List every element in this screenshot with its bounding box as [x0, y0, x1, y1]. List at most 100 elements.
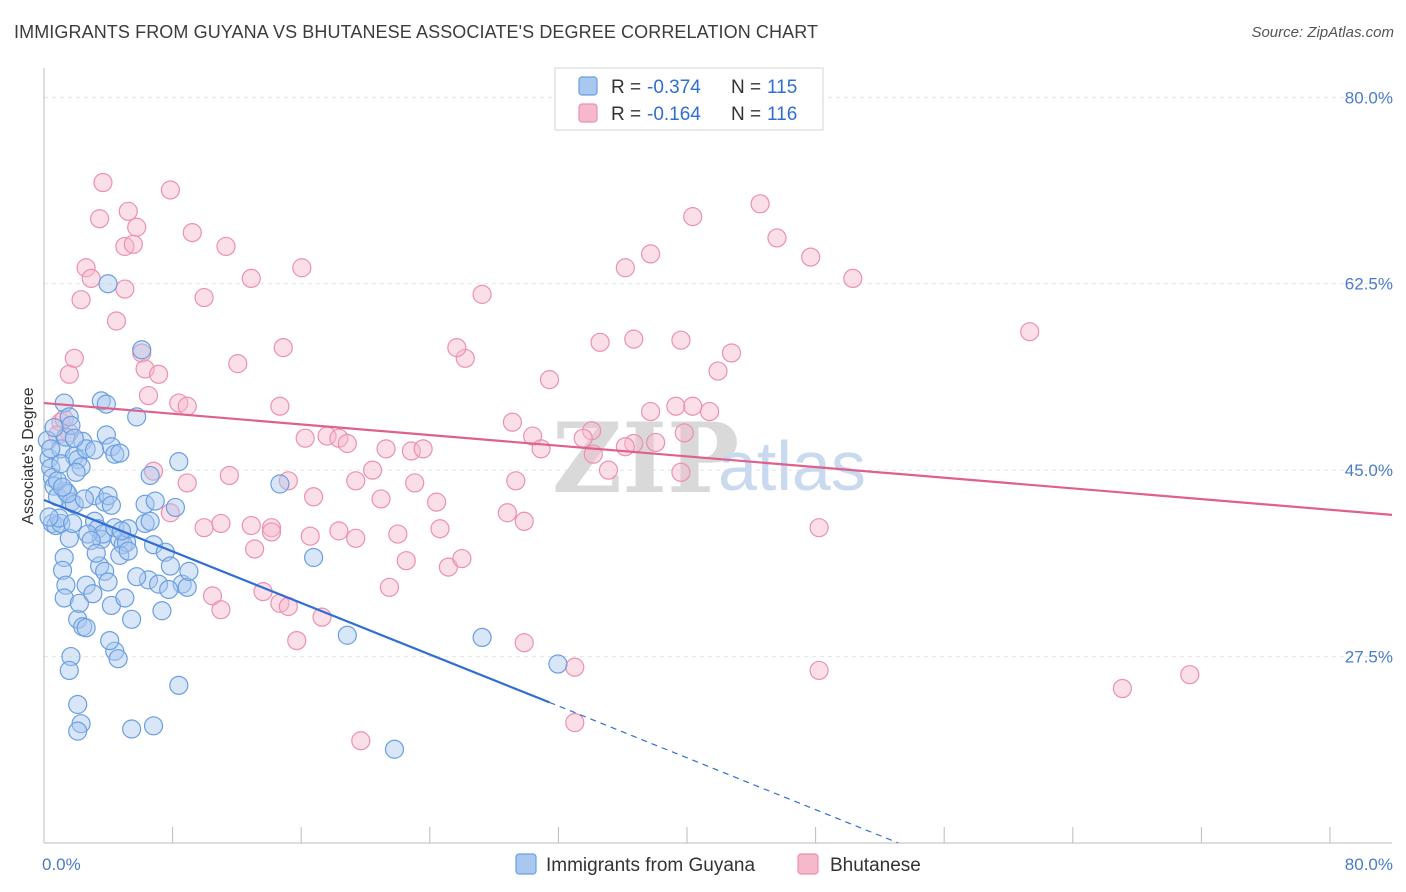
guyana-point-83	[140, 465, 160, 486]
bhutanese-point-78	[245, 539, 265, 559]
y-tick-label-0: 27.5%	[1345, 648, 1393, 667]
series-legend: Immigrants from Guyana Bhutanese	[515, 853, 921, 876]
bhutanese-point-54	[674, 423, 694, 443]
guyana-point-59	[108, 649, 128, 669]
bhutanese-point-57	[371, 489, 391, 509]
guyana-point-84	[122, 609, 142, 629]
series-legend-label-guyana: Immigrants from Guyana	[546, 855, 755, 876]
bhutanese-point-66	[506, 471, 526, 491]
bhutanese-point-69	[598, 460, 619, 480]
guyana-trend-line	[43, 498, 550, 704]
bhutanese-point-0	[93, 172, 113, 193]
legend-n-label-bhutanese: N =	[731, 104, 761, 125]
bhutanese-point-88	[202, 586, 223, 606]
bhutanese-point-62	[219, 465, 239, 486]
guyana-point-73	[152, 601, 172, 621]
guyana-point-23	[52, 560, 73, 580]
stats-legend: R = -0.374 N = 115 R = -0.164 N = 116	[554, 67, 824, 131]
bhutanese-point-111	[1020, 322, 1040, 342]
bhutanese-point-35	[295, 428, 315, 448]
bhutanese-point-108	[843, 268, 863, 289]
guyana-point-75	[160, 556, 180, 576]
bhutanese-point-29	[177, 396, 197, 416]
guyana-point-72	[148, 574, 169, 594]
chart-source: Source: ZipAtlas.com	[1251, 24, 1394, 41]
guyana-point-67	[143, 716, 164, 736]
bhutanese-point-15	[292, 258, 312, 278]
bhutanese-point-10	[81, 268, 101, 289]
bhutanese-point-89	[211, 600, 231, 620]
bhutanese-point-98	[624, 329, 644, 349]
legend-r-label-guyana: R =	[611, 77, 641, 98]
guyana-point-105	[118, 519, 138, 539]
bhutanese-point-38	[337, 433, 357, 454]
guyana-point-60	[76, 618, 96, 638]
x-tick-label-1: 80.0%	[1345, 855, 1393, 874]
bhutanese-point-55	[615, 437, 635, 457]
bhutanese-point-27	[138, 385, 159, 406]
guyana-point-106	[83, 584, 103, 604]
bhutanese-point-109	[809, 518, 829, 538]
bhutanese-point-110	[809, 660, 829, 681]
guyana-point-88	[304, 547, 324, 568]
bhutanese-point-9	[76, 258, 96, 278]
guyana-point-101	[39, 507, 59, 527]
bhutanese-point-44	[531, 439, 551, 459]
legend-n-value-bhutanese: 116	[767, 104, 797, 125]
x-tick-labels: 0.0% 80.0%	[42, 855, 1393, 874]
guyana-point-102	[66, 462, 86, 482]
guyana-point-62	[59, 660, 79, 681]
bhutanese-point-59	[405, 473, 425, 493]
bhutanese-point-45	[539, 370, 560, 390]
y-tick-label-3: 80.0%	[1345, 88, 1393, 107]
y-tick-label-2: 62.5%	[1345, 275, 1393, 294]
bhutanese-point-13	[194, 287, 214, 308]
guyana-point-114	[84, 440, 105, 460]
bhutanese-point-3	[90, 209, 110, 229]
guyana-point-68	[169, 675, 189, 695]
bhutanese-point-65	[177, 473, 197, 493]
series-legend-swatch-bhutanese	[797, 853, 819, 875]
bhutanese-point-74	[211, 513, 231, 534]
bhutanese-point-50	[640, 401, 661, 422]
bhutanese-point-5	[182, 222, 202, 243]
guyana-point-110	[74, 489, 95, 509]
y-tick-labels: 27.5% 45.0% 62.5% 80.0%	[1345, 88, 1393, 666]
guyana-trend-line-extension	[549, 701, 899, 844]
guyana-point-63	[68, 694, 88, 715]
guyana-point-40	[95, 561, 115, 581]
legend-n-label-guyana: N =	[731, 77, 761, 98]
guyana-point-92	[384, 739, 405, 759]
guyana-point-55	[127, 407, 147, 427]
legend-swatch-guyana	[578, 76, 598, 96]
y-tick-label-1: 45.0%	[1345, 461, 1393, 480]
guyana-point-71	[138, 570, 159, 590]
guyana-point-81	[140, 511, 160, 531]
bhutanese-point-51	[666, 396, 686, 416]
bhutanese-point-79	[300, 526, 320, 546]
bhutanese-point-100	[640, 244, 661, 264]
guyana-point-86	[127, 567, 147, 587]
bhutanese-point-26	[447, 338, 467, 358]
guyana-point-97	[63, 513, 83, 534]
bhutanese-point-101	[671, 330, 691, 350]
bhutanese-point-42	[502, 412, 523, 432]
guyana-point-85	[115, 588, 135, 608]
series-legend-swatch-guyana	[515, 853, 537, 875]
bhutanese-point-95	[514, 633, 534, 653]
legend-r-value-guyana: -0.374	[647, 77, 701, 98]
chart-title: IMMIGRANTS FROM GUYANA VS BHUTANESE ASSO…	[14, 22, 819, 42]
bhutanese-point-107	[801, 247, 821, 267]
guyana-point-76	[165, 497, 186, 518]
guyana-point-89	[337, 625, 357, 645]
guyana-point-87	[270, 474, 290, 494]
guyana-point-108	[145, 491, 165, 511]
bhutanese-trend-line	[43, 401, 1393, 516]
bhutanese-point-22	[148, 364, 169, 384]
x-tick-label-0: 0.0%	[42, 855, 81, 874]
legend-r-value-bhutanese: -0.164	[647, 104, 701, 125]
bhutanese-point-23	[228, 354, 248, 374]
bhutanese-point-56	[362, 460, 383, 480]
guyana-point-111	[41, 439, 61, 459]
bhutanese-point-99	[615, 258, 635, 278]
